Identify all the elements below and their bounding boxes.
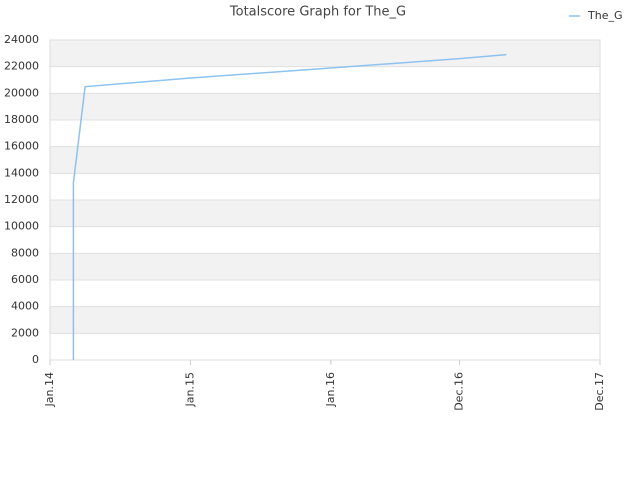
grid-band [50, 146, 600, 174]
x-tick-label: Dec.17 [593, 372, 606, 411]
x-tick-label: Jan.15 [183, 372, 196, 407]
grid-band [50, 306, 600, 334]
y-tick-label: 10000 [4, 220, 39, 233]
x-tick-label: Jan.16 [324, 372, 337, 407]
y-tick-label: 22000 [4, 60, 39, 73]
grid-band [50, 253, 600, 280]
x-tick-label: Jan.14 [43, 372, 56, 407]
x-tick-label: Dec.16 [453, 372, 466, 411]
y-tick-label: 4000 [11, 300, 39, 313]
chart-title: Totalscore Graph for The_G [229, 5, 406, 20]
y-tick-label: 16000 [4, 140, 39, 153]
y-tick-label: 20000 [4, 86, 39, 99]
y-tick-label: 12000 [4, 193, 39, 206]
y-tick-label: 8000 [11, 246, 39, 259]
legend-label: The_G [587, 9, 622, 22]
grid-band [50, 40, 600, 67]
y-tick-label: 2000 [11, 326, 39, 339]
plot-border [49, 39, 601, 361]
grid-band [50, 93, 600, 120]
y-tick-label: 18000 [4, 113, 39, 126]
series-line [72, 53, 507, 360]
y-tick-label: 24000 [4, 33, 39, 46]
y-tick-label: 0 [32, 353, 39, 366]
y-tick-label: 6000 [11, 273, 39, 286]
grid-band [50, 200, 600, 227]
y-tick-label: 14000 [4, 166, 39, 179]
